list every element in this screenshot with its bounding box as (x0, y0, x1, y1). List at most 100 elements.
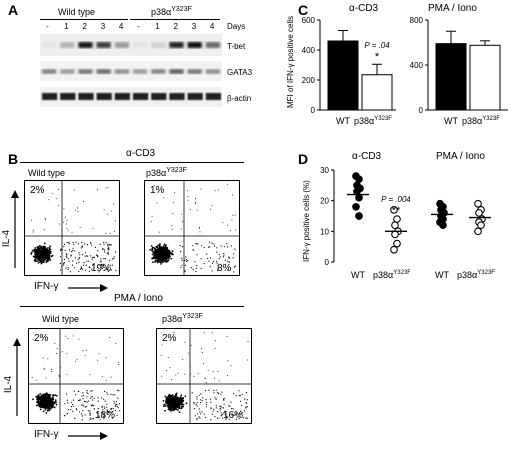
blot-band (96, 69, 111, 74)
scatter-1-title: α-CD3 (352, 151, 382, 162)
blot-band (133, 69, 148, 74)
panel-c-pvalue: P = .04 (364, 41, 390, 50)
y-tick-label: 0 (325, 258, 330, 267)
western-blot (40, 34, 222, 107)
y-tick-label: 0 (311, 106, 316, 115)
scatter-chart-1: 0 10 20 30 WT p38αY323F P = .004** (320, 166, 410, 280)
data-point (477, 221, 485, 230)
x-label-wt: WT (435, 270, 449, 280)
blot-band (114, 42, 129, 48)
il4-arrow-top (11, 190, 19, 268)
y-tick-label: 10 (320, 227, 329, 236)
blot-band (205, 42, 220, 48)
blot-band (114, 93, 130, 100)
blot-band (96, 42, 111, 48)
panel-d-stars: ** (392, 205, 401, 217)
panel-d-label: D (298, 151, 309, 167)
blot-band (169, 69, 184, 74)
flow-plot-4-lr-pct: 16% (223, 410, 244, 421)
blot-band (133, 42, 148, 48)
ifng-arrow-bottom (68, 432, 108, 440)
flow-plot-1-lr-pct: 19% (91, 263, 112, 274)
panel-a-wt-bracket (40, 19, 128, 20)
flow-plot-4-title: p38αY323F (162, 313, 203, 324)
blot-band (60, 69, 75, 74)
bar (361, 74, 393, 111)
y-tick-label: 0 (419, 106, 424, 115)
data-point (352, 202, 360, 211)
panel-b-top-rule (20, 162, 244, 163)
lane-label: 2 (82, 22, 87, 31)
bar-chart-2-title: PMA / Iono (428, 3, 477, 14)
x-label-wt: WT (444, 116, 458, 126)
blot-tbet (40, 34, 222, 56)
flow-plot-2 (144, 180, 240, 276)
flow-plot-4 (156, 328, 252, 424)
y-tick-label: 400 (302, 46, 316, 55)
bar-chart-2: 0 400 800 WT p38αY323F (410, 16, 508, 126)
band-label-tbet: T-bet (227, 42, 246, 51)
data-point (390, 206, 398, 214)
flow-plot-3-ul-pct: 2% (34, 333, 49, 344)
band-label-actin: β-actin (227, 94, 252, 103)
blot-band (169, 93, 185, 100)
blot-band (114, 69, 129, 74)
data-point (475, 209, 483, 217)
panel-b-bottom-rule (20, 306, 244, 307)
bar (469, 44, 501, 111)
flow-plot-2-ul-pct: 1% (150, 185, 165, 196)
y-tick-label: 400 (410, 61, 424, 70)
bar-chart-1: 0 200 400 600 WT p38αY323F P = .04* (302, 16, 396, 126)
x-label-mutant: p38αY323F (457, 270, 495, 280)
data-point (355, 193, 363, 202)
blot-gata3 (40, 61, 222, 81)
data-point (391, 230, 399, 239)
flow-top-xlabel: IFN-γ (34, 281, 59, 292)
data-point (439, 221, 447, 230)
blot-band (42, 93, 58, 100)
blot-band (151, 93, 167, 100)
blot-band (96, 93, 112, 100)
flow-top-ylabel: IL-4 (1, 229, 13, 248)
x-label-mutant: p38αY323F (462, 116, 500, 126)
panel-a-group-wildtype: Wild type (58, 7, 96, 17)
flow-plot-3-lr-pct: 18% (95, 410, 116, 421)
flow-plot-2-lr-pct: 8% (217, 263, 232, 274)
data-point (390, 245, 398, 254)
flow-plot-3 (28, 328, 124, 424)
x-label-wt: WT (351, 270, 365, 280)
panel-c-label: C (298, 2, 309, 18)
lane-label: 3 (191, 22, 197, 31)
flow-plot-1-ul-pct: 2% (30, 185, 45, 196)
blot-band (151, 69, 166, 74)
y-tick-label: 600 (302, 16, 316, 25)
blot-band (205, 93, 221, 100)
flow-bottom-xlabel: IFN-γ (34, 429, 59, 440)
x-label-mutant: p38αY323F (354, 116, 392, 126)
bar (327, 40, 359, 111)
lane-label: 1 (155, 22, 160, 31)
panel-a-group-mutant: p38αY323F (151, 6, 192, 17)
blot-band (187, 93, 203, 100)
panel-a-lane-labels: - 1 2 3 4 - 1 2 3 4 (40, 22, 222, 34)
blot-band (60, 93, 76, 100)
panel-a-label: A (8, 2, 19, 18)
blot-band (78, 93, 94, 100)
blot-band (187, 69, 202, 74)
x-label-mutant: p38αY323F (373, 270, 410, 280)
blot-band (42, 42, 57, 48)
blot-band (133, 93, 149, 100)
blot-band (60, 42, 75, 48)
lane-label: 2 (173, 22, 178, 31)
y-tick-label: 200 (302, 76, 316, 85)
lane-label: 4 (209, 22, 215, 31)
data-point (393, 239, 401, 248)
data-point (355, 212, 363, 220)
lane-label: 3 (100, 22, 106, 31)
panel-a-days-label: Days (227, 22, 246, 31)
flow-plot-4-ul-pct: 2% (162, 333, 177, 344)
il4-arrow-bottom (13, 338, 21, 416)
lane-label: 4 (118, 22, 124, 31)
bar-chart-1-title: α-CD3 (349, 3, 379, 14)
panel-b-stim-top: α-CD3 (126, 148, 156, 159)
